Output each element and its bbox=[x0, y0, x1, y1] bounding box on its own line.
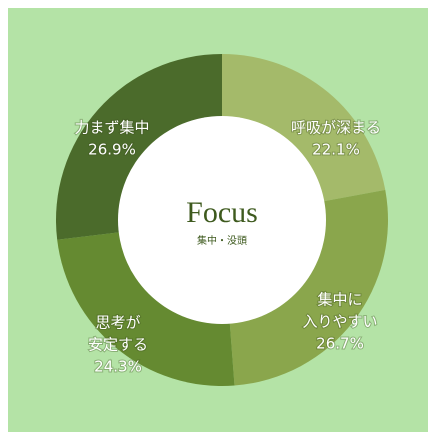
center-subtitle: 集中・没頭 bbox=[197, 234, 247, 247]
value-label: 26.9% bbox=[88, 141, 136, 159]
value-label: 26.7% bbox=[316, 335, 364, 353]
slice-label: 入りやすい bbox=[302, 313, 377, 331]
slice-label: 安定する bbox=[88, 336, 148, 354]
value-label: 22.1% bbox=[312, 141, 360, 159]
value-label: 24.3% bbox=[94, 358, 142, 376]
slice-label: 呼吸が深まる bbox=[291, 119, 381, 137]
slice-label: 集中に bbox=[317, 291, 362, 309]
donut-hole bbox=[118, 116, 326, 324]
center-title: Focus bbox=[186, 196, 258, 229]
slice-label: 力まず集中 bbox=[74, 119, 149, 137]
slice-label: 思考が bbox=[95, 314, 140, 332]
